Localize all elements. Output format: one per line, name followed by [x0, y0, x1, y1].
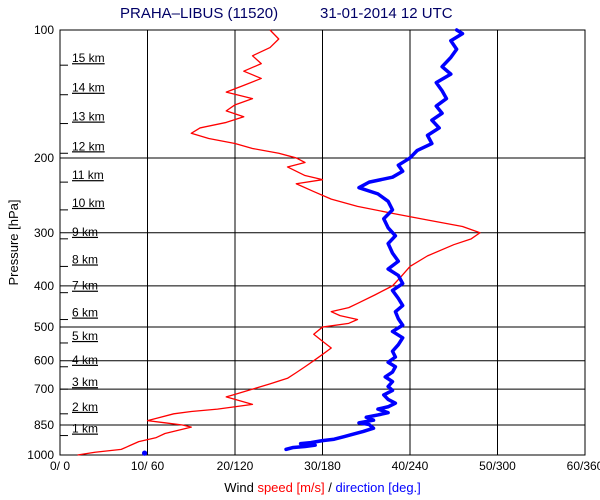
km-label: 8 km [72, 252, 98, 266]
y-tick-label: 600 [34, 354, 54, 368]
y-tick-label: 850 [34, 418, 54, 432]
direction-line [286, 30, 462, 449]
km-label: 14 km [72, 81, 105, 95]
y-tick-label: 700 [34, 382, 54, 396]
km-label: 10 km [72, 196, 105, 210]
km-label: 6 km [72, 306, 98, 320]
y-tick-label: 300 [34, 226, 54, 240]
km-label: 1 km [72, 422, 98, 436]
km-label: 4 km [72, 353, 98, 367]
x-tick-label: 10/ 60 [131, 459, 165, 473]
km-label: 2 km [72, 400, 98, 414]
x-tick-label: 50/300 [479, 459, 516, 473]
km-label: 11 km [72, 168, 104, 182]
y-tick-label: 500 [34, 320, 54, 334]
y-tick-label: 100 [34, 23, 54, 37]
km-label: 13 km [72, 110, 105, 124]
km-label: 9 km [72, 225, 98, 239]
km-label: 7 km [72, 279, 98, 293]
y-tick-label: 400 [34, 279, 54, 293]
x-tick-label: 40/240 [392, 459, 429, 473]
km-label: 3 km [72, 375, 98, 389]
wind-profile-chart: PRAHA–LIBUS (11520)31-01-2014 12 UTC0/ 0… [0, 0, 600, 500]
y-axis-label: Pressure [hPa] [6, 200, 21, 286]
chart-title-datetime: 31-01-2014 12 UTC [320, 5, 453, 22]
km-label: 15 km [72, 51, 105, 65]
x-tick-label: 60/360 [567, 459, 600, 473]
chart-title-station: PRAHA–LIBUS (11520) [120, 5, 278, 22]
y-tick-label: 1000 [27, 448, 54, 462]
direction-dot [142, 451, 147, 456]
x-tick-label: 20/120 [217, 459, 254, 473]
x-tick-label: 30/180 [304, 459, 341, 473]
chart-svg: PRAHA–LIBUS (11520)31-01-2014 12 UTC0/ 0… [0, 0, 600, 500]
y-tick-label: 200 [34, 151, 54, 165]
km-label: 5 km [72, 329, 98, 343]
x-axis-label: Wind speed [m/s] / direction [deg.] [224, 480, 421, 495]
km-label: 12 km [72, 139, 105, 153]
speed-line [78, 30, 481, 455]
